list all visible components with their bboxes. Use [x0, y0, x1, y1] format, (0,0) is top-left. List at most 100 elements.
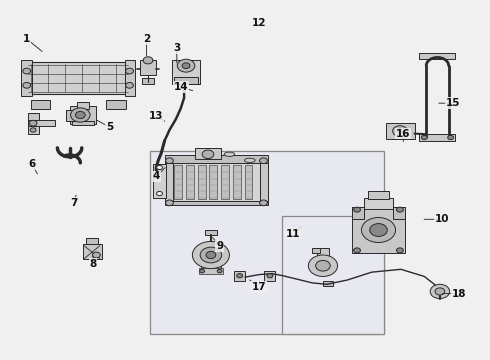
Circle shape	[370, 224, 387, 237]
Circle shape	[421, 135, 427, 140]
Bar	[165, 155, 269, 163]
Circle shape	[166, 158, 173, 163]
Circle shape	[23, 68, 30, 74]
Bar	[260, 160, 269, 203]
Bar	[72, 121, 94, 125]
Circle shape	[157, 165, 162, 170]
Circle shape	[430, 284, 450, 298]
Circle shape	[396, 248, 403, 253]
Circle shape	[177, 59, 195, 72]
Bar	[282, 216, 384, 334]
Bar	[312, 248, 319, 253]
Bar	[365, 198, 392, 208]
Circle shape	[166, 200, 173, 206]
Circle shape	[200, 269, 204, 273]
Text: 6: 6	[28, 159, 35, 169]
Circle shape	[93, 252, 100, 258]
Circle shape	[435, 288, 445, 295]
Circle shape	[217, 269, 222, 273]
Bar	[70, 107, 97, 123]
Circle shape	[200, 247, 221, 263]
Bar	[317, 248, 329, 257]
Circle shape	[362, 217, 395, 243]
Circle shape	[29, 120, 37, 126]
Circle shape	[396, 129, 403, 134]
Circle shape	[267, 274, 273, 278]
Bar	[245, 165, 252, 199]
Circle shape	[193, 242, 229, 269]
Circle shape	[354, 248, 361, 253]
Text: 16: 16	[396, 129, 411, 139]
Bar	[234, 271, 245, 281]
Text: 7: 7	[70, 198, 77, 208]
Circle shape	[396, 207, 403, 212]
Bar	[30, 100, 50, 109]
Bar	[323, 281, 333, 287]
Bar	[199, 268, 223, 274]
Bar	[419, 134, 456, 141]
Bar	[392, 207, 405, 219]
Bar	[174, 77, 198, 84]
Text: 18: 18	[452, 289, 466, 298]
Circle shape	[392, 126, 407, 136]
Circle shape	[182, 63, 190, 68]
Circle shape	[143, 57, 153, 64]
Bar	[196, 148, 220, 159]
Bar	[368, 191, 389, 199]
Bar	[77, 102, 89, 109]
Bar	[186, 165, 194, 199]
Bar	[172, 60, 200, 84]
Text: 2: 2	[143, 34, 150, 44]
Bar	[86, 238, 98, 244]
Circle shape	[260, 158, 268, 163]
Circle shape	[125, 68, 133, 74]
Text: 12: 12	[251, 18, 266, 28]
Bar	[106, 100, 125, 109]
Bar	[265, 271, 275, 281]
Text: 17: 17	[251, 282, 266, 292]
Bar	[419, 53, 456, 59]
Bar	[28, 120, 55, 126]
Circle shape	[30, 128, 36, 132]
Text: 11: 11	[286, 229, 300, 239]
Circle shape	[354, 207, 361, 212]
Bar	[352, 207, 365, 219]
Ellipse shape	[245, 158, 255, 162]
Circle shape	[75, 111, 85, 118]
Bar	[165, 160, 173, 203]
Text: 9: 9	[216, 241, 223, 251]
Text: 4: 4	[153, 171, 160, 181]
Bar	[140, 60, 156, 75]
Bar	[153, 164, 166, 198]
Text: 14: 14	[173, 82, 188, 92]
Bar	[198, 165, 205, 199]
Text: 13: 13	[149, 111, 164, 121]
Ellipse shape	[224, 152, 235, 157]
Circle shape	[206, 251, 216, 258]
Bar	[386, 123, 415, 139]
Bar	[165, 201, 269, 205]
Circle shape	[71, 108, 90, 122]
Text: 5: 5	[106, 122, 113, 132]
Circle shape	[157, 192, 162, 196]
Circle shape	[125, 82, 133, 88]
Bar	[221, 165, 229, 199]
Bar	[124, 60, 135, 96]
Circle shape	[316, 260, 330, 271]
Bar	[28, 113, 39, 134]
Bar	[170, 162, 260, 202]
Text: 10: 10	[435, 214, 450, 224]
Bar	[352, 207, 405, 253]
Text: 15: 15	[446, 98, 461, 108]
Circle shape	[308, 255, 338, 276]
Bar	[174, 165, 182, 199]
Bar	[66, 111, 75, 121]
Circle shape	[202, 150, 214, 158]
Circle shape	[237, 274, 243, 278]
Bar	[201, 261, 220, 269]
Bar	[142, 78, 154, 84]
Text: 3: 3	[173, 43, 180, 53]
Circle shape	[448, 135, 454, 140]
Bar	[21, 60, 31, 96]
Bar	[83, 244, 102, 259]
